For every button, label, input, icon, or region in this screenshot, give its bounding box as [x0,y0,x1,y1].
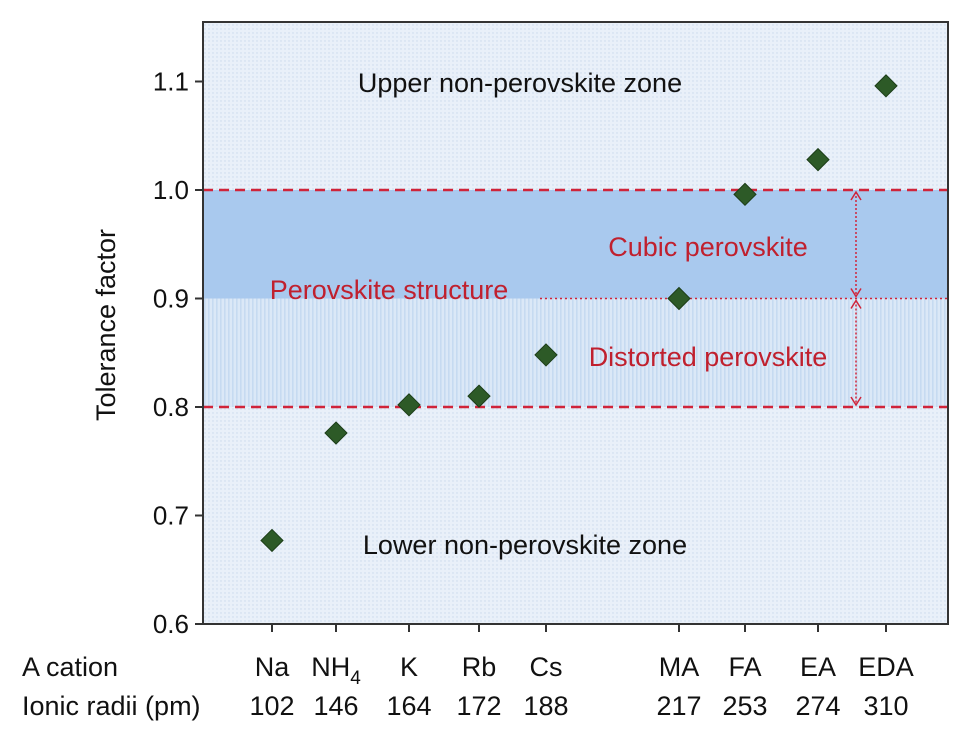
ionic-radii-row-header: Ionic radii (pm) [22,691,201,721]
y-tick-label: 0.8 [153,392,189,422]
arrow-head [850,396,862,407]
cubic-perovskite-band [203,190,948,299]
range-arrows [850,190,862,407]
y-axis-label: Tolerance factor [91,229,121,421]
distorted-perovskite-band [203,298,948,407]
ionic-radius-label: 164 [386,691,431,721]
arrow-head [850,299,862,309]
marker-nh4 [324,421,348,445]
cation-label-eda: EDA [858,652,914,682]
cation-label-fa: FA [728,652,761,682]
ionic-radius-label: 172 [456,691,501,721]
upper-zone-label: Upper non-perovskite zone [358,68,682,98]
marker-na [260,528,284,553]
cation-label-k: K [400,652,418,682]
y-tick-label: 0.6 [153,609,189,639]
plot-frame [202,21,949,625]
cation-labels: Na NH4 K Rb Cs MA FA EA EDA [255,652,914,689]
lower-zone-label: Lower non-perovskite zone [363,530,687,560]
data-markers [260,74,898,553]
reference-lines [203,188,948,409]
y-axis: 0.6 0.7 0.8 0.9 1.0 1.1 [153,67,203,639]
marker-fa [733,182,757,207]
ionic-radius-label: 146 [313,691,358,721]
arrow-head [850,288,862,298]
marker-eda [874,74,898,98]
ionic-radius-label: 102 [249,691,294,721]
cation-label-nh4: NH4 [311,652,361,689]
y-tick-label: 1.0 [153,175,189,205]
marker-ea [806,147,830,172]
x-axis-ticks [271,624,887,632]
ionic-radius-label: 217 [656,691,701,721]
arrow-head [850,190,862,201]
y-tick-label: 1.1 [153,67,189,97]
distorted-perovskite-label: Distorted perovskite [589,342,828,372]
marker-ma [667,286,691,311]
cation-label-cs: Cs [530,652,563,682]
marker-rb [467,384,491,408]
a-cation-row-header: A cation [22,652,118,682]
marker-cs [534,343,558,367]
y-tick-label: 0.7 [153,501,189,531]
cation-label-na: Na [255,652,290,682]
y-tick-label: 0.9 [153,284,189,314]
cation-label-ma: MA [659,652,700,682]
ionic-radius-label: 188 [523,691,568,721]
ionic-radius-label: 253 [722,691,767,721]
ionic-radius-label: 274 [795,691,840,721]
cubic-perovskite-label: Cubic perovskite [608,232,808,262]
cation-label-rb: Rb [462,652,497,682]
perovskite-structure-label: Perovskite structure [270,275,509,305]
marker-k [397,393,421,417]
ionic-radius-label: 310 [863,691,908,721]
radii-labels: 102 146 164 172 188 217 253 274 310 [249,691,908,721]
cation-label-ea: EA [800,652,836,682]
